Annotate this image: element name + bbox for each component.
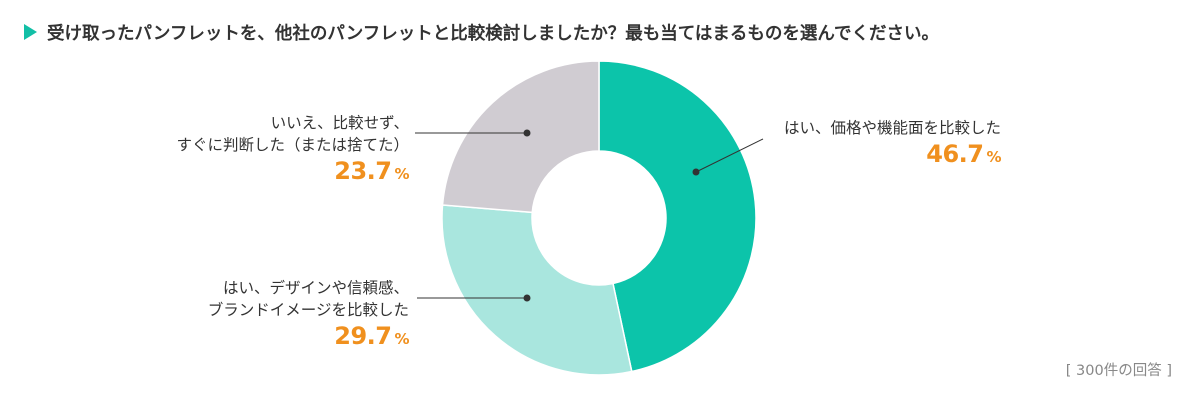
leader-lines [415,129,764,302]
chart-title-row: 受け取ったパンフレットを、他社のパンフレットと比較検討しましたか？最も当てはまる… [24,19,939,45]
label-price-line1: はい、価格や機能面を比較した [783,119,1001,137]
slice-design [441,204,633,376]
percent-unit: % [394,330,409,348]
chart-title: 受け取ったパンフレットを、他社のパンフレットと比較検討しましたか？最も当てはまる… [47,23,939,44]
label-design: はい、デザインや信頼感、 ブランドイメージを比較した 29.7% [207,277,410,354]
label-design-line1: はい、デザインや信頼感、 [222,279,409,297]
triangle-bullet-icon [24,24,37,40]
label-no-percent: 23.7% [176,156,409,189]
percent-unit: % [394,165,409,183]
leader-dot-no [523,129,531,137]
slice-no [441,60,600,214]
label-price-percent: 46.7% [784,139,1001,172]
label-no-line1: いいえ、比較せず、 [270,114,409,132]
leader-line-price [695,138,764,173]
label-no: いいえ、比較せず、 すぐに判断した（または捨てた） 23.7% [176,112,409,189]
response-count-note: [ 300件の回答 ] [1065,363,1172,379]
percent-unit: % [986,148,1001,166]
donut-slices [441,60,757,376]
percent-value: 29.7 [334,322,392,350]
slice-price [598,60,757,373]
label-design-line2: ブランドイメージを比較した [207,301,409,319]
label-price: はい、価格や機能面を比較した 46.7% [783,117,1002,172]
label-design-percent: 29.7% [208,321,409,354]
leader-dot-price [692,168,700,176]
percent-value: 23.7 [334,157,392,185]
label-no-line2: すぐに判断した（または捨てた） [176,136,409,154]
percent-value: 46.7 [926,140,984,168]
leader-dot-design [523,294,531,302]
